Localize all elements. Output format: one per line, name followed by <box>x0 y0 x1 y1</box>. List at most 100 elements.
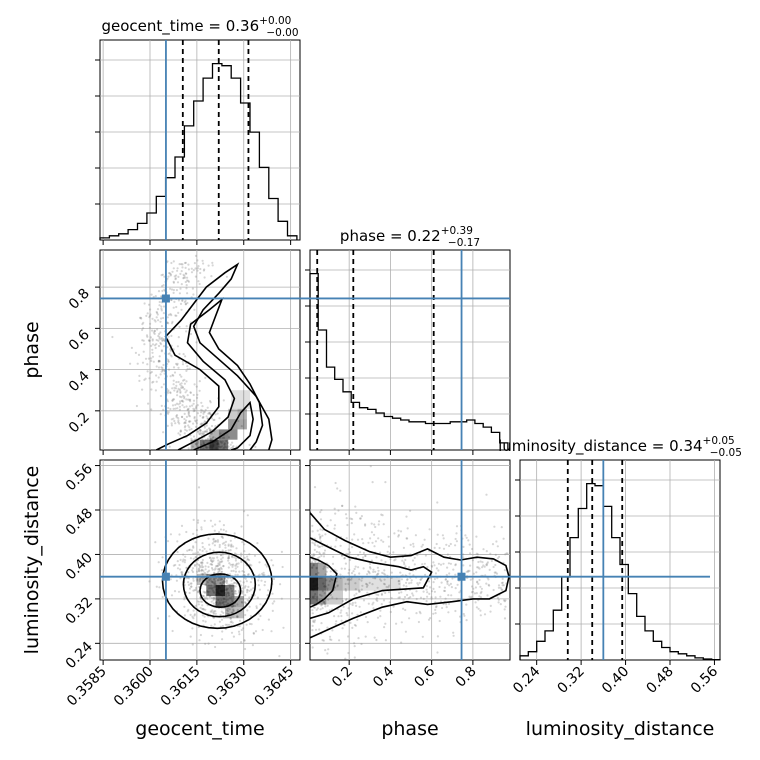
sample-point <box>349 621 352 625</box>
sample-point <box>189 613 192 617</box>
sample-point <box>185 429 188 432</box>
distance-vs-geocent-marks <box>148 486 285 658</box>
sample-point <box>210 563 213 566</box>
sample-point <box>222 580 225 583</box>
sample-point <box>340 554 343 557</box>
sample-point <box>397 529 400 532</box>
sample-point <box>200 572 203 575</box>
sample-point <box>206 406 209 409</box>
sample-point <box>169 391 172 394</box>
sample-point <box>212 559 215 562</box>
sample-point <box>335 537 338 540</box>
sample-point <box>232 583 235 586</box>
sample-point <box>368 581 371 585</box>
x-tick-label: 0.3645 <box>251 664 297 710</box>
sample-point <box>399 530 403 533</box>
sample-point <box>175 414 179 417</box>
sample-point <box>190 582 193 585</box>
sample-point <box>168 272 171 275</box>
density-cell <box>326 590 343 605</box>
sample-point <box>209 412 212 416</box>
sample-point <box>219 582 222 585</box>
sample-point <box>483 613 487 616</box>
sample-point <box>422 590 425 593</box>
sample-point <box>236 603 239 606</box>
sample-point <box>467 569 470 572</box>
sample-point <box>478 578 481 582</box>
sample-point <box>346 523 349 527</box>
sample-point <box>231 556 234 559</box>
sample-point <box>185 577 188 580</box>
sample-point <box>208 556 212 559</box>
sample-point <box>224 549 227 553</box>
sample-point <box>179 287 182 290</box>
x-tick-label: 0.3585 <box>64 664 110 710</box>
sample-point <box>138 316 142 319</box>
sample-point <box>211 568 214 571</box>
sample-point <box>211 436 214 439</box>
sample-point <box>151 339 154 342</box>
ylabel-phase: phase <box>21 321 43 378</box>
sample-point <box>235 562 238 565</box>
sample-point <box>172 288 175 292</box>
sample-point <box>179 433 182 436</box>
sample-point <box>447 611 450 614</box>
sample-point <box>159 341 162 345</box>
sample-point <box>327 648 330 651</box>
sample-point <box>181 415 184 419</box>
sample-point <box>430 590 434 593</box>
sample-point <box>223 580 226 583</box>
sample-point <box>262 574 265 577</box>
sample-point <box>162 284 165 287</box>
sample-point <box>186 368 189 371</box>
sample-point <box>183 261 187 265</box>
sample-point <box>198 579 201 583</box>
sample-point <box>166 390 169 393</box>
sample-point <box>197 589 200 593</box>
sample-point <box>196 259 199 262</box>
sample-point <box>327 566 330 569</box>
sample-point <box>328 635 332 638</box>
sample-point <box>335 580 338 583</box>
sample-point <box>169 407 172 411</box>
sample-point <box>203 426 206 429</box>
sample-point <box>186 394 189 397</box>
sample-point <box>368 572 371 575</box>
sample-point <box>486 594 489 597</box>
sample-point <box>199 433 202 436</box>
sample-point <box>156 313 159 316</box>
histogram-step <box>519 482 721 661</box>
sample-point <box>146 370 149 373</box>
sample-point <box>221 536 224 540</box>
sample-point <box>437 562 440 565</box>
sample-point <box>214 580 217 583</box>
sample-point <box>191 570 195 574</box>
sample-point <box>149 336 152 339</box>
sample-point <box>211 563 214 566</box>
sample-point <box>151 381 154 384</box>
sample-point <box>191 643 194 646</box>
sample-point <box>178 533 181 536</box>
sample-point <box>235 547 238 550</box>
sample-point <box>406 578 409 581</box>
sample-point <box>170 261 173 265</box>
density-cell <box>206 585 216 597</box>
sample-point <box>178 395 182 398</box>
sample-point <box>176 407 179 410</box>
x-tick-label: 0.3600 <box>111 664 157 710</box>
sample-point <box>213 578 216 581</box>
sample-point <box>326 604 329 607</box>
density-cell <box>209 429 219 440</box>
sample-point <box>151 343 155 346</box>
sample-point <box>203 420 206 423</box>
sample-point <box>479 614 482 617</box>
sample-point <box>404 608 407 612</box>
sample-point <box>217 559 220 562</box>
sample-point <box>185 566 188 569</box>
sample-point <box>237 562 240 565</box>
sample-point <box>328 638 332 641</box>
sample-point <box>195 443 198 446</box>
density-cell <box>318 562 327 577</box>
sample-point <box>326 589 329 592</box>
sample-point <box>191 569 194 572</box>
